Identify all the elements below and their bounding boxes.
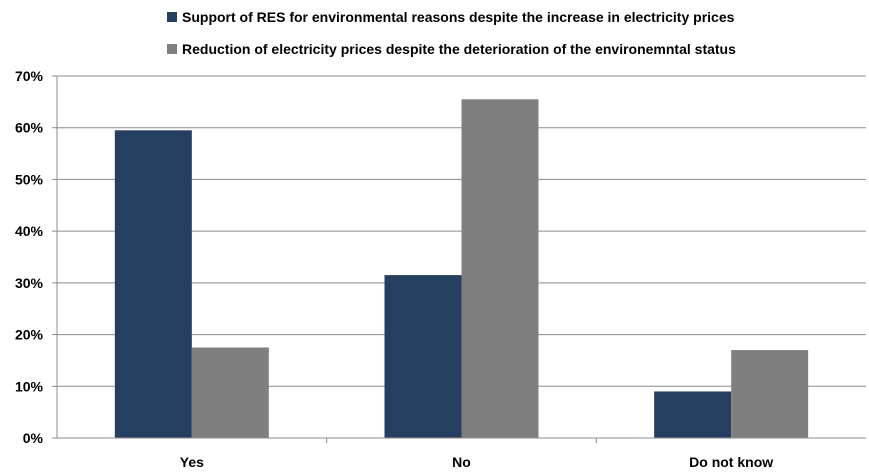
bar-series-1-yes [114,130,192,439]
x-tick-label: No [452,454,471,470]
bars [114,99,809,439]
y-tick-label: 0% [23,430,44,446]
y-tick-label: 70% [15,68,44,84]
y-axis-ticks: 0% 10% 20% 30% 40% 50% 60% 70% [15,68,57,446]
legend-swatch [167,44,177,54]
bar-series-2-do-not-know [731,350,809,438]
y-tick-label: 50% [15,171,44,187]
legend-label: Reduction of electricity prices despite … [182,41,736,57]
y-tick-label: 10% [15,378,44,394]
legend: Support of RES for environmental reasons… [167,9,736,57]
x-axis-ticks: Yes No Do not know [180,438,773,470]
y-tick-label: 40% [15,223,44,239]
axes [56,76,866,439]
x-tick-label: Do not know [689,454,773,470]
bar-series-1-do-not-know [654,391,732,438]
bar-series-1-no [384,275,462,438]
y-tick-label: 30% [15,275,44,291]
bar-series-2-no [461,99,539,439]
bar-series-2-yes [191,347,269,438]
y-tick-label: 20% [15,327,44,343]
legend-swatch [167,12,177,22]
legend-label: Support of RES for environmental reasons… [182,9,735,25]
x-tick-label: Yes [180,454,204,470]
y-tick-label: 60% [15,120,44,136]
